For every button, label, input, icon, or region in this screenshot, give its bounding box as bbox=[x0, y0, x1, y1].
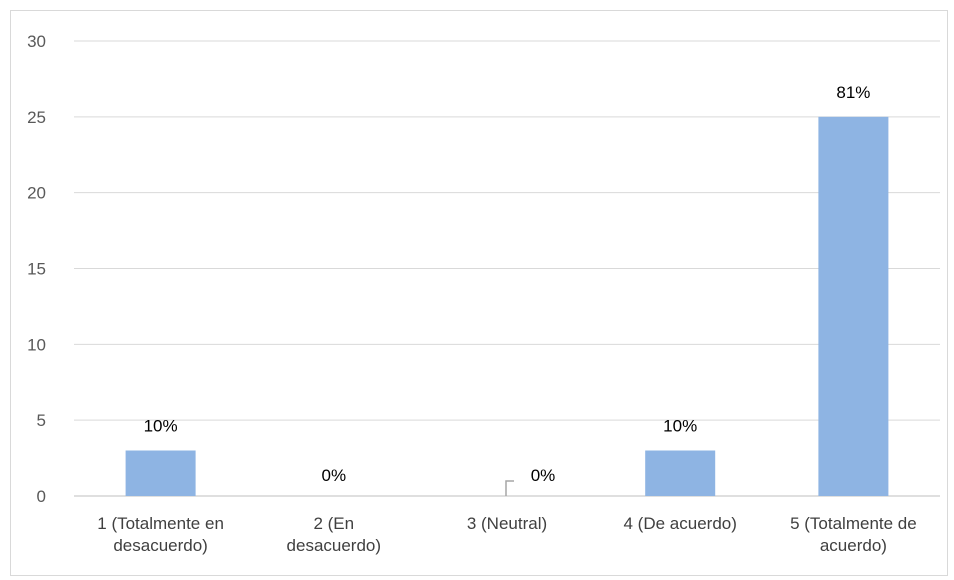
y-tick-label: 5 bbox=[37, 411, 46, 430]
y-tick-label: 25 bbox=[27, 108, 46, 127]
x-tick-label: 3 (Neutral) bbox=[467, 514, 547, 533]
y-tick-label: 20 bbox=[27, 184, 46, 203]
data-label: 0% bbox=[531, 466, 556, 485]
data-label: 10% bbox=[144, 417, 178, 436]
x-tick-label: acuerdo) bbox=[820, 536, 887, 555]
data-label: 10% bbox=[663, 417, 697, 436]
x-tick-label: desacuerdo) bbox=[287, 536, 382, 555]
x-tick-label: 5 (Totalmente de bbox=[790, 514, 917, 533]
data-label: 81% bbox=[836, 83, 870, 102]
gridlines bbox=[74, 40, 940, 497]
data-label-leader bbox=[505, 480, 514, 496]
y-tick-label: 30 bbox=[27, 32, 46, 51]
labels: 0 5 10 15 20 25 30 10% 1 (Totalmente en desacuerd… bbox=[27, 32, 917, 555]
y-tick-label: 10 bbox=[27, 335, 46, 354]
bar bbox=[818, 116, 889, 496]
y-tick-label: 0 bbox=[37, 487, 46, 506]
y-tick-label: 15 bbox=[27, 260, 46, 279]
bar bbox=[125, 450, 196, 496]
bars bbox=[125, 116, 889, 496]
bar bbox=[645, 450, 716, 496]
x-tick-label: 4 (De acuerdo) bbox=[624, 514, 737, 533]
x-tick-label: desacuerdo) bbox=[113, 536, 208, 555]
x-tick-label: 1 (Totalmente en bbox=[97, 514, 224, 533]
x-tick-label: 2 (En bbox=[313, 514, 354, 533]
data-label: 0% bbox=[322, 466, 347, 485]
